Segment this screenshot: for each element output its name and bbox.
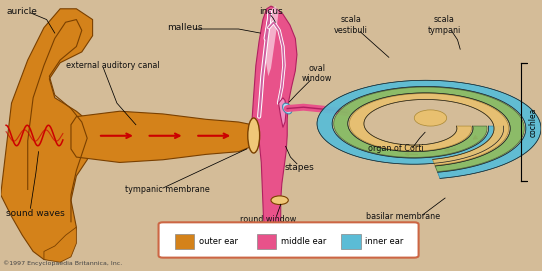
- Polygon shape: [334, 87, 524, 172]
- Text: basilar membrane: basilar membrane: [366, 212, 441, 221]
- FancyBboxPatch shape: [159, 222, 418, 258]
- Text: incus: incus: [259, 7, 283, 16]
- Ellipse shape: [248, 118, 260, 153]
- Polygon shape: [350, 93, 508, 165]
- Text: stapes: stapes: [285, 163, 314, 172]
- Text: sound waves: sound waves: [6, 209, 65, 218]
- Text: oval
window: oval window: [302, 64, 332, 83]
- Polygon shape: [252, 6, 297, 257]
- Polygon shape: [279, 98, 286, 127]
- Text: middle ear: middle ear: [281, 237, 326, 246]
- Polygon shape: [1, 9, 93, 260]
- Text: round window: round window: [240, 215, 296, 224]
- Circle shape: [271, 196, 288, 205]
- Bar: [257, 234, 276, 249]
- Polygon shape: [266, 6, 279, 76]
- Text: scala
tympani: scala tympani: [428, 15, 461, 35]
- Ellipse shape: [282, 103, 292, 114]
- Text: malleus: malleus: [167, 23, 202, 32]
- Text: organ of Corti: organ of Corti: [367, 144, 423, 153]
- Text: outer ear: outer ear: [198, 237, 237, 246]
- Text: ©1997 Encyclopaedia Britannica, Inc.: ©1997 Encyclopaedia Britannica, Inc.: [3, 261, 122, 266]
- Text: inner ear: inner ear: [365, 237, 403, 246]
- Text: external auditory canal: external auditory canal: [66, 61, 159, 70]
- Circle shape: [414, 110, 447, 126]
- Polygon shape: [317, 80, 541, 178]
- Text: cochlea: cochlea: [528, 107, 538, 137]
- Polygon shape: [44, 227, 76, 262]
- Bar: [175, 234, 194, 249]
- Polygon shape: [71, 111, 252, 162]
- Text: scala
vestibuli: scala vestibuli: [334, 15, 368, 35]
- Text: auricle: auricle: [6, 7, 37, 16]
- Text: tympanic membrane: tympanic membrane: [125, 185, 210, 194]
- Bar: [341, 234, 361, 249]
